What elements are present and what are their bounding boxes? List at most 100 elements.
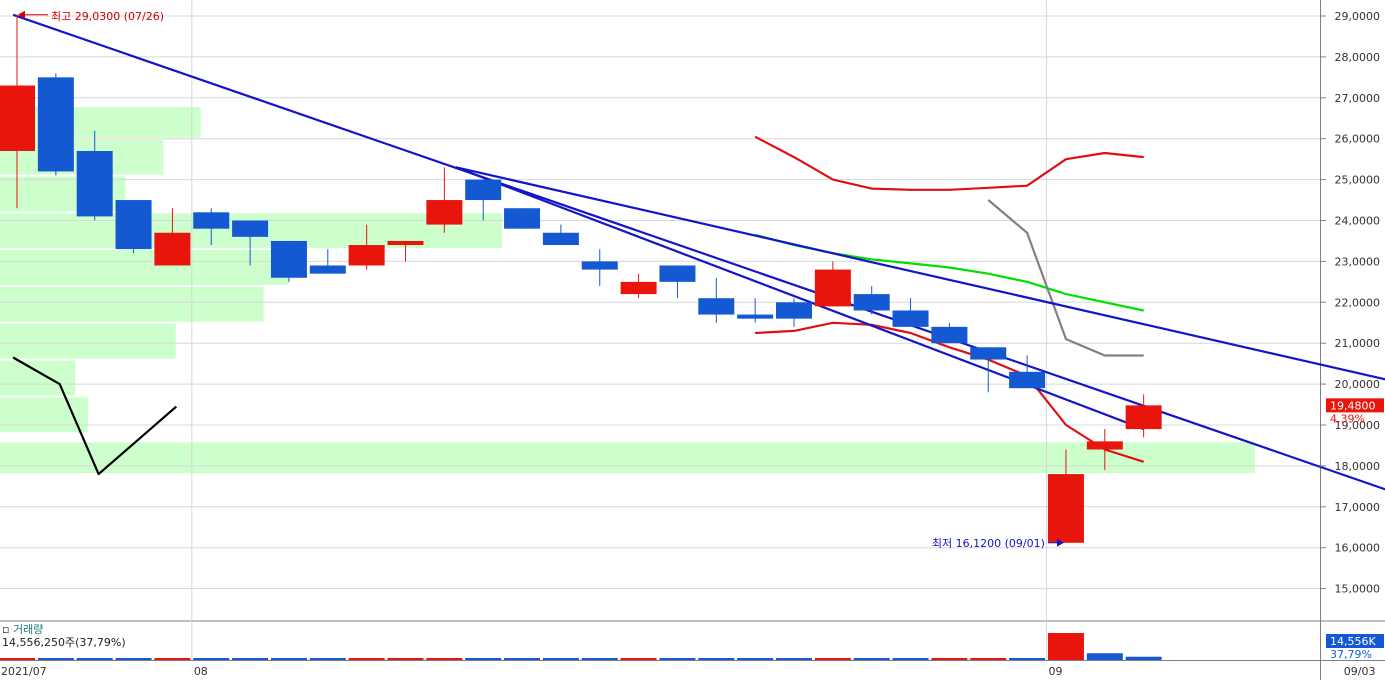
candle-body (76, 150, 113, 217)
volume-bar (659, 658, 696, 660)
date-axis: 2021/07 08 09 09/03 (1, 665, 1375, 678)
price-tick-label: 26,0000 (1335, 133, 1381, 146)
volume-profile-bar (0, 323, 176, 359)
candle-body (776, 302, 812, 319)
candle-body (970, 347, 1007, 360)
last-price-box (1326, 398, 1384, 413)
candle-body (620, 281, 657, 295)
candles (0, 14, 1162, 543)
candle-body (309, 265, 346, 274)
price-tick-label: 28,0000 (1335, 51, 1381, 64)
candle-body (1125, 405, 1162, 430)
indicator-line (754, 135, 1144, 191)
volume-bar (892, 658, 929, 660)
volume-last-box (1326, 634, 1384, 648)
volume-profile-bar (0, 250, 289, 285)
date-label: 09 (1049, 665, 1063, 678)
volume-bar (309, 658, 346, 660)
price-tick-label: 19,0000 (1335, 419, 1381, 432)
volume-bar (115, 658, 152, 660)
volume-profile-bar (0, 397, 88, 433)
volume-profile-bar (0, 360, 76, 396)
indicator-line (987, 199, 1144, 357)
volume-summary: 14,556,250주(37,79%) (2, 636, 126, 649)
candle-body (853, 294, 890, 311)
date-label: 2021/07 (1, 665, 47, 678)
candle-body (270, 240, 307, 278)
volume-bar (0, 658, 35, 660)
candle-body (154, 232, 191, 266)
last-price-label: 19,4800 (1330, 399, 1376, 412)
volume-bars (0, 633, 1162, 660)
candle-body (814, 269, 851, 307)
candle-body (426, 200, 463, 225)
volume-bar (1125, 656, 1162, 660)
volume-bar (76, 658, 113, 660)
volume-bar (154, 658, 191, 660)
high-price-label: 최고 29,0300 (07/26) (51, 10, 164, 23)
volume-bar (270, 658, 307, 660)
candle-body (37, 77, 74, 172)
volume-bar (193, 658, 230, 660)
volume-bar (1047, 633, 1084, 660)
volume-bar (465, 658, 502, 660)
volume-last-label: 14,556K (1330, 635, 1376, 648)
low-price-label: 최저 16,1200 (09/01) (932, 537, 1045, 550)
volume-bar (970, 658, 1007, 660)
candle-body (387, 240, 424, 246)
volume-bar (698, 658, 735, 660)
volume-bar (814, 658, 851, 660)
low-arrow-icon (1056, 538, 1064, 547)
candle-body (931, 326, 968, 344)
high-arrow-icon (18, 10, 25, 19)
candle-body (232, 220, 269, 237)
candle-body (504, 208, 541, 229)
volume-bar (1009, 658, 1046, 660)
candle-body (698, 298, 735, 315)
date-label: 08 (194, 665, 208, 678)
price-tick-label: 24,0000 (1335, 215, 1381, 228)
indicator-line (12, 356, 178, 476)
price-tick-label: 23,0000 (1335, 255, 1381, 268)
volume-bar (1086, 653, 1123, 660)
volume-bar (37, 658, 74, 660)
candle-body (542, 232, 579, 246)
panel-marker-icon: ▫ (2, 623, 10, 636)
volume-bar (504, 658, 541, 660)
price-tick-label: 21,0000 (1335, 337, 1381, 350)
price-tick-label: 18,0000 (1335, 460, 1381, 473)
volume-bar (426, 658, 463, 660)
volume-bar (737, 658, 774, 660)
volume-bar (348, 658, 385, 660)
price-axis: 15,0000 16,0000 17,0000 18,0000 19,0000 20,00… (1320, 10, 1381, 596)
price-tick-label: 25,0000 (1335, 174, 1381, 187)
indicator-line (755, 321, 1145, 463)
candle-body (465, 179, 502, 201)
price-tick-label: 22,0000 (1335, 296, 1381, 309)
price-tick-label: 20,0000 (1335, 378, 1381, 391)
date-label: 09/03 (1344, 665, 1376, 678)
annotations: 최고 29,0300 (07/26) 최저 16,1200 (09/01) 19,4… (18, 10, 1384, 661)
volume-bar (620, 658, 657, 660)
trendline (455, 166, 1385, 381)
candle-body (1086, 441, 1123, 450)
candle-body (348, 245, 385, 266)
volume-bar (776, 658, 812, 660)
candle-body (659, 265, 696, 282)
price-tick-label: 27,0000 (1335, 92, 1381, 105)
candle-body (1047, 474, 1084, 543)
price-tick-label: 15,0000 (1335, 583, 1381, 596)
volume-bar (542, 658, 579, 660)
candle-body (581, 261, 618, 270)
candle-body (0, 85, 35, 151)
candle-body (737, 314, 774, 319)
price-tick-label: 29,0000 (1335, 10, 1381, 23)
volume-bar (387, 658, 424, 660)
volume-bar (931, 658, 968, 660)
volume-profile-bar (0, 286, 264, 322)
candle-body (193, 212, 230, 229)
